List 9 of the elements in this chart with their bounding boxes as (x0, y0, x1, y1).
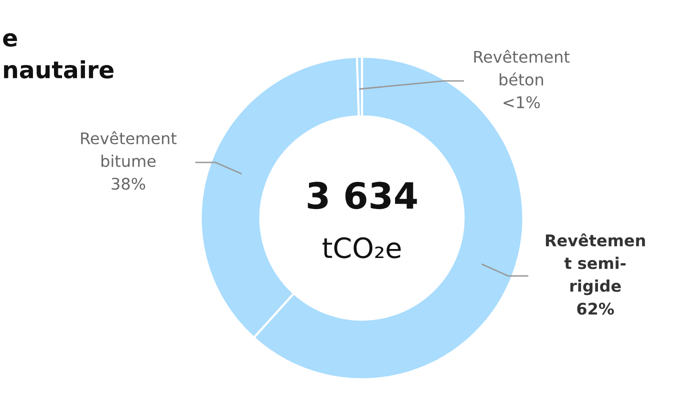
text: tCO₂e (322, 237, 401, 258)
text: 3 634 (308, 182, 417, 210)
slice-label: Revêtemen t semi- rigide (546, 233, 645, 296)
data-label: 62% (577, 302, 614, 315)
data-label: 38% (112, 178, 146, 190)
data-label: <1% (504, 96, 540, 108)
slice-label: Revêtement béton (474, 50, 570, 86)
slice-label: Revêtement bitume (81, 131, 177, 168)
chart-title: e nautaire (3, 33, 114, 79)
